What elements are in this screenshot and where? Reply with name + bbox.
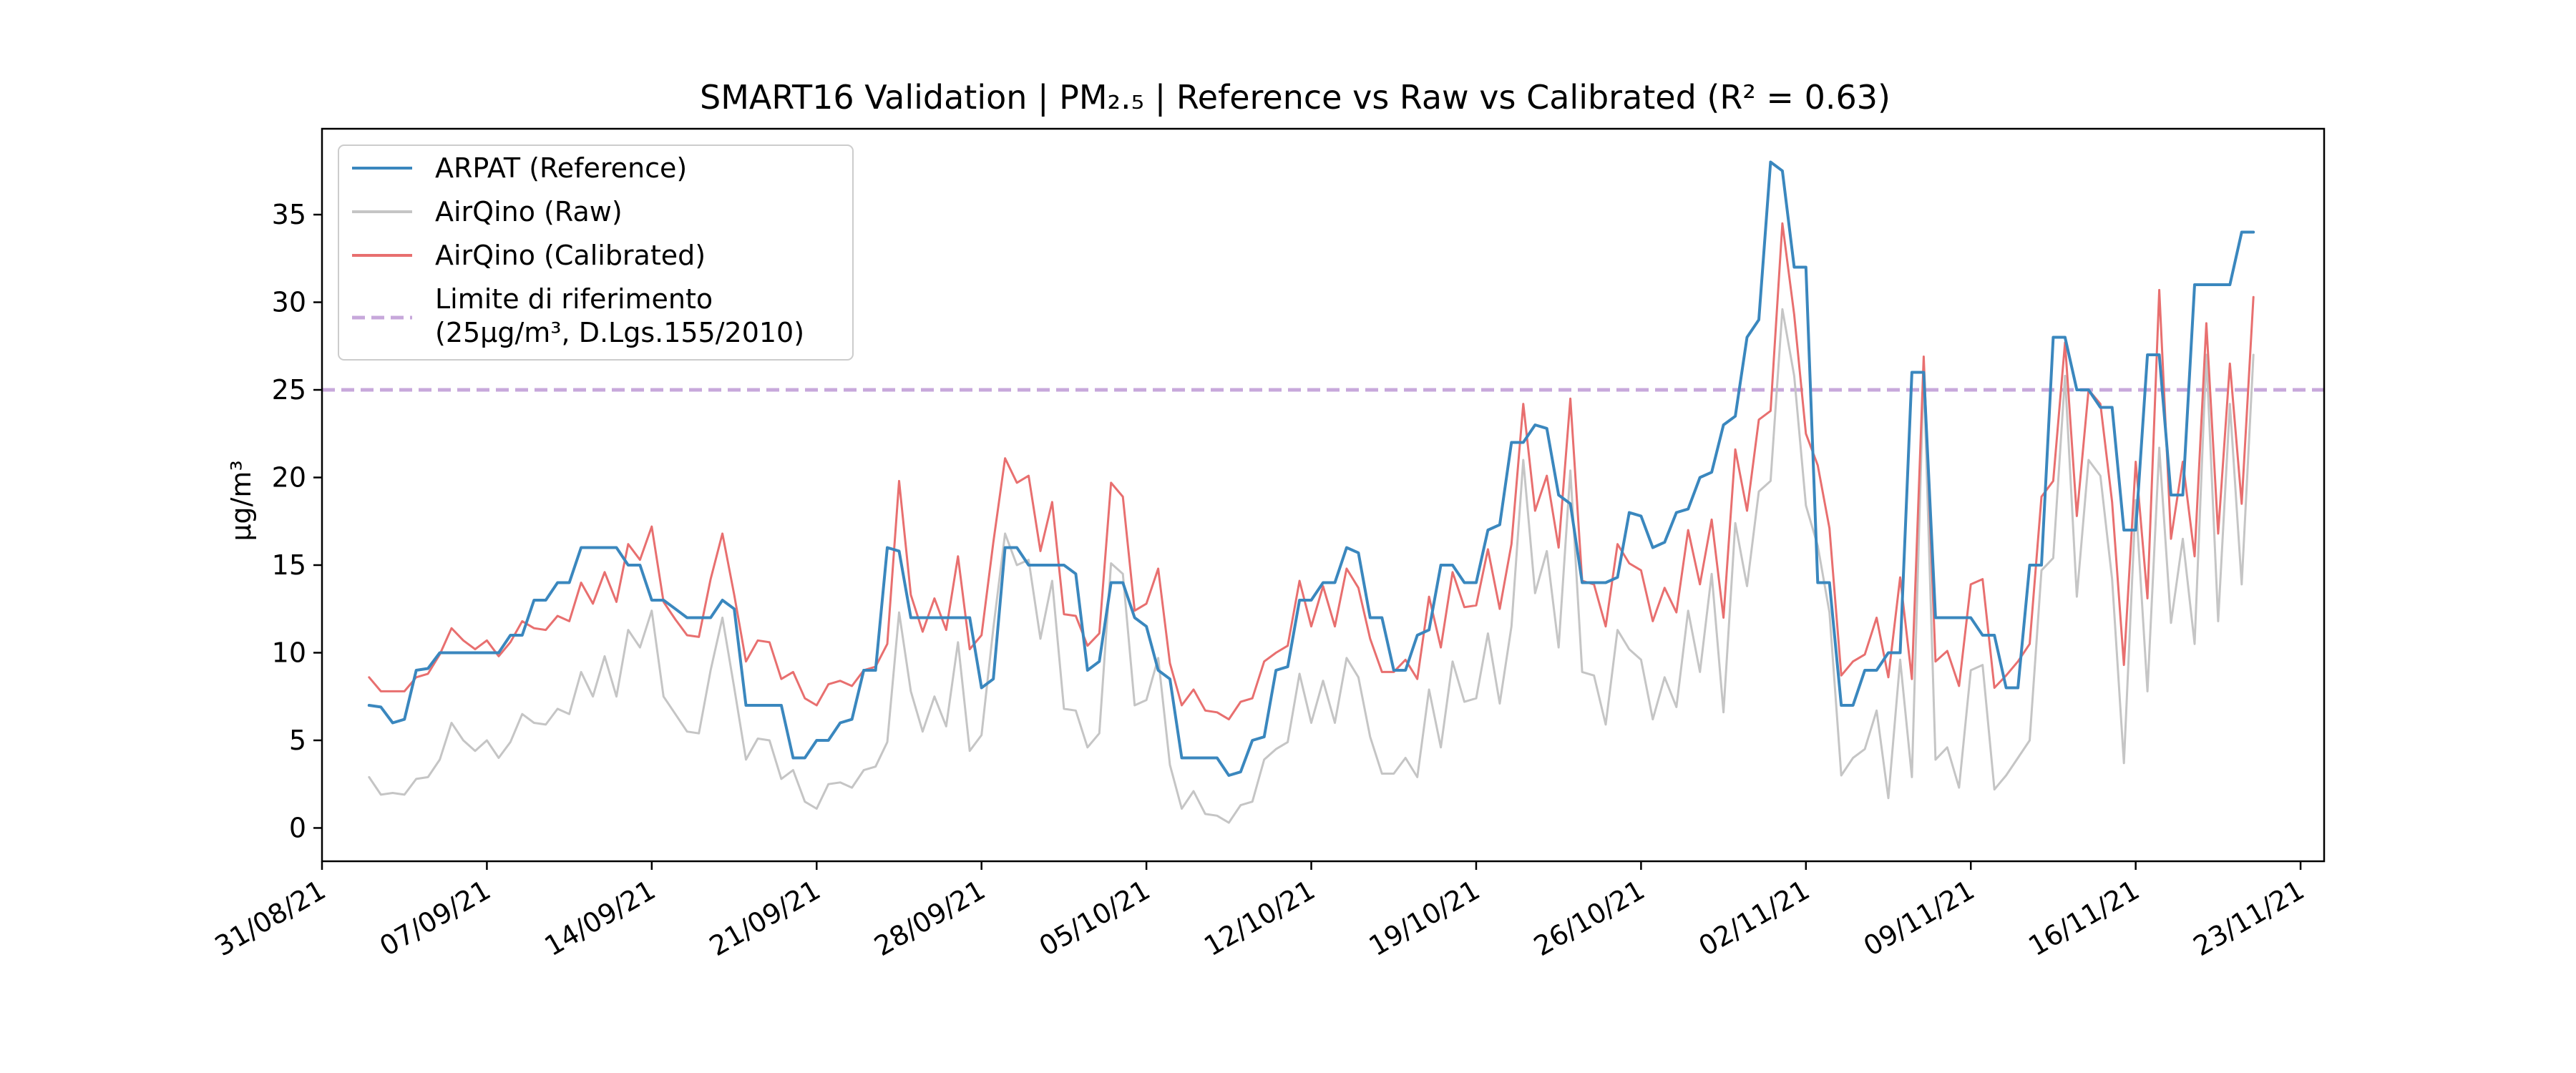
legend-label-calibrated: AirQino (Calibrated)	[435, 240, 706, 271]
y-axis-label: µg/m³	[225, 460, 257, 541]
series-lines-group	[367, 160, 2255, 824]
legend-label-reference-limit-2: (25µg/m³, D.Lgs.155/2010)	[435, 317, 804, 348]
x-tick-label: 21/09/21	[704, 874, 826, 962]
series-line-reference	[367, 160, 2255, 777]
legend-label-raw: AirQino (Raw)	[435, 196, 623, 227]
y-tick-label: 0	[289, 812, 306, 843]
y-tick-label: 35	[272, 199, 306, 230]
x-tick-label: 07/09/21	[374, 874, 496, 962]
series-line-raw	[368, 308, 2255, 824]
x-tick-label: 05/10/21	[1034, 874, 1156, 962]
legend-label-reference: ARPAT (Reference)	[435, 152, 687, 184]
x-tick-label: 28/09/21	[869, 874, 990, 962]
chart-title: SMART16 Validation | PM₂.₅ | Reference v…	[700, 78, 1890, 117]
x-tick-label: 12/10/21	[1199, 874, 1320, 962]
x-tick-label: 23/11/21	[2188, 874, 2310, 962]
series-line-calibrated	[368, 222, 2255, 721]
y-tick-label: 30	[272, 287, 306, 318]
legend-label-reference-limit-1: Limite di riferimento	[435, 283, 713, 315]
y-tick-label: 15	[272, 549, 306, 581]
legend: ARPAT (Reference) AirQino (Raw) AirQino …	[338, 144, 854, 361]
y-tick-label: 20	[272, 462, 306, 494]
legend-frame	[338, 144, 854, 361]
y-tick-label: 25	[272, 374, 306, 406]
x-tick-label: 26/10/21	[1528, 874, 1650, 962]
x-tick-label: 02/11/21	[1694, 874, 1815, 962]
x-tick-label: 16/11/21	[2023, 874, 2145, 962]
y-tick-label: 5	[289, 725, 306, 756]
x-tick-label: 19/10/21	[1364, 874, 1485, 962]
x-tick-label: 31/08/21	[210, 874, 331, 962]
x-tick-label: 09/11/21	[1858, 874, 1980, 962]
plot-frame	[321, 127, 2326, 863]
y-tick-label: 10	[272, 637, 306, 668]
x-tick-label: 14/09/21	[540, 874, 661, 962]
